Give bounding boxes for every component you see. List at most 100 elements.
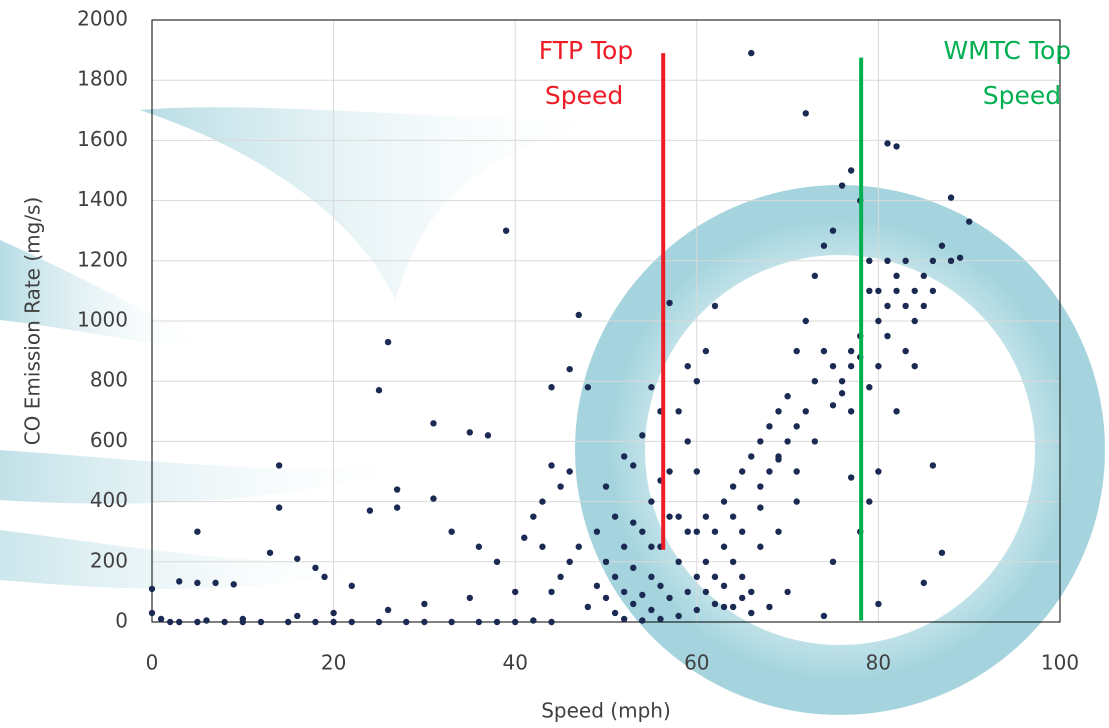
point	[802, 408, 809, 415]
point	[584, 384, 592, 391]
point	[384, 338, 392, 346]
point	[275, 462, 283, 469]
x-tick-label: 80	[866, 651, 891, 675]
point	[748, 588, 755, 596]
point	[566, 468, 573, 475]
point	[502, 227, 510, 234]
point	[693, 468, 700, 475]
point	[838, 378, 846, 385]
point	[639, 591, 646, 599]
point	[194, 528, 201, 535]
point	[829, 227, 837, 234]
point	[847, 474, 855, 481]
point	[148, 609, 156, 617]
point	[675, 612, 682, 620]
point	[820, 242, 828, 249]
point	[884, 140, 891, 147]
point	[866, 498, 873, 505]
point	[911, 287, 918, 295]
point	[430, 420, 437, 427]
point	[602, 483, 610, 490]
point	[866, 257, 873, 264]
point	[866, 287, 873, 295]
y-tick-label: 400	[90, 488, 128, 512]
point	[757, 483, 764, 490]
point	[929, 287, 937, 295]
point	[421, 600, 428, 608]
point	[620, 615, 628, 623]
point	[566, 558, 573, 565]
point	[947, 257, 955, 264]
point	[548, 462, 555, 469]
point	[784, 438, 791, 445]
point	[312, 618, 319, 626]
point	[484, 432, 492, 439]
point	[630, 519, 637, 526]
y-tick-label: 200	[90, 548, 128, 572]
point	[702, 513, 710, 520]
point	[675, 558, 682, 565]
point	[393, 504, 401, 511]
point	[666, 299, 673, 307]
point	[911, 317, 918, 325]
point	[294, 555, 301, 562]
point	[194, 579, 201, 587]
point	[448, 528, 455, 535]
point	[620, 588, 628, 596]
point	[711, 573, 719, 581]
point	[593, 528, 601, 535]
point	[838, 182, 846, 189]
point	[820, 347, 828, 355]
point	[693, 378, 700, 385]
point	[530, 617, 537, 624]
y-axis-title: CO Emission Rate (mg/s)	[21, 197, 45, 446]
point	[729, 483, 737, 490]
point	[793, 468, 800, 475]
point	[548, 618, 555, 626]
point	[221, 618, 228, 626]
point	[802, 317, 809, 325]
point	[403, 618, 410, 626]
point	[666, 468, 673, 475]
x-tick-label: 0	[146, 651, 159, 675]
point	[648, 384, 655, 391]
y-tick-label: 1000	[77, 308, 128, 332]
point	[866, 384, 873, 391]
point	[539, 498, 546, 505]
point	[266, 549, 274, 556]
x-tick-label: 40	[502, 651, 527, 675]
point	[275, 504, 283, 511]
x-tick-label: 20	[321, 651, 346, 675]
point	[966, 218, 973, 225]
point	[793, 498, 800, 505]
point	[847, 408, 855, 415]
point	[375, 387, 383, 394]
point	[230, 581, 237, 588]
point	[720, 603, 728, 611]
point	[920, 579, 927, 587]
point	[330, 609, 337, 617]
point	[784, 393, 791, 400]
point	[212, 579, 219, 587]
x-axis-title: Speed (mph)	[541, 699, 671, 723]
annotation-text: WMTC Top	[943, 36, 1071, 65]
point	[893, 408, 900, 415]
point	[893, 272, 900, 280]
point	[684, 588, 691, 596]
point	[757, 438, 764, 445]
point	[811, 378, 819, 385]
labels: Speed (mph) CO Emission Rate (mg/s) 0 200…	[21, 7, 1080, 723]
point	[257, 618, 265, 626]
point	[775, 453, 782, 460]
point	[203, 617, 210, 624]
point	[748, 453, 755, 460]
point	[421, 618, 428, 626]
point	[557, 483, 564, 490]
point	[884, 302, 891, 310]
point	[911, 362, 918, 370]
point	[693, 528, 700, 535]
point	[720, 582, 728, 590]
point	[702, 588, 710, 596]
point	[748, 609, 755, 617]
annotation-text: FTP Top	[539, 36, 633, 65]
